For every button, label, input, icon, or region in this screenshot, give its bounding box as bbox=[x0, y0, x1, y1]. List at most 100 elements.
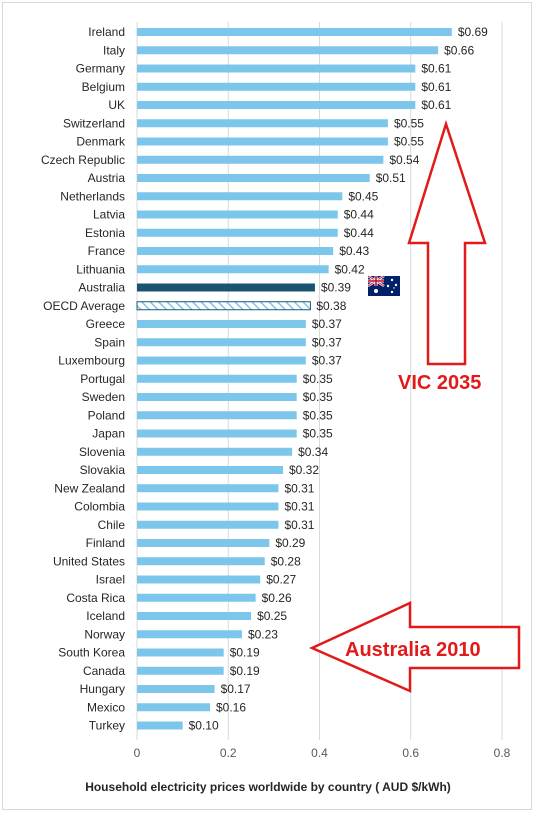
bar bbox=[137, 447, 293, 456]
data-label: $0.25 bbox=[257, 609, 287, 623]
australia-flag-icon bbox=[367, 274, 400, 296]
category-label: Latvia bbox=[93, 208, 125, 222]
bar bbox=[137, 356, 306, 365]
data-label: $0.43 bbox=[339, 244, 369, 258]
bar bbox=[137, 466, 283, 474]
x-tick-label: 0 bbox=[134, 746, 141, 760]
bar bbox=[137, 247, 334, 255]
australia-2010-label: Australia 2010 bbox=[345, 639, 481, 661]
category-label: South Korea bbox=[58, 646, 125, 660]
category-label: Japan bbox=[92, 427, 125, 441]
bar bbox=[137, 265, 329, 274]
bar bbox=[137, 46, 439, 55]
category-label: Portugal bbox=[80, 372, 125, 386]
data-label: $0.31 bbox=[284, 518, 314, 532]
bar bbox=[137, 411, 297, 420]
data-label: $0.35 bbox=[303, 390, 333, 404]
bar bbox=[137, 283, 315, 292]
category-label: Ireland bbox=[88, 25, 125, 39]
data-label: $0.44 bbox=[344, 226, 374, 240]
bar bbox=[137, 575, 261, 584]
data-label: $0.35 bbox=[303, 427, 333, 441]
x-tick-label: 0.2 bbox=[220, 746, 237, 760]
category-label: Iceland bbox=[86, 609, 125, 623]
bar bbox=[137, 101, 416, 109]
data-label: $0.54 bbox=[389, 153, 419, 167]
category-label: Australia bbox=[78, 281, 125, 295]
bar bbox=[137, 557, 265, 566]
bar bbox=[137, 374, 297, 383]
bar bbox=[137, 228, 338, 237]
category-label: Slovenia bbox=[79, 445, 125, 459]
data-label: $0.35 bbox=[303, 408, 333, 422]
bar bbox=[137, 28, 452, 36]
data-label: $0.28 bbox=[271, 554, 301, 568]
data-label: $0.26 bbox=[262, 591, 292, 605]
bar bbox=[137, 520, 279, 529]
data-label: $0.37 bbox=[312, 354, 342, 368]
data-label: $0.37 bbox=[312, 335, 342, 349]
bar bbox=[137, 593, 256, 602]
category-label: Finland bbox=[86, 536, 125, 550]
data-label: $0.16 bbox=[216, 700, 246, 714]
data-label: $0.61 bbox=[421, 80, 451, 94]
x-tick-label: 0.8 bbox=[494, 746, 511, 760]
bar bbox=[137, 721, 183, 730]
category-label: Slovakia bbox=[80, 463, 126, 477]
data-label: $0.32 bbox=[289, 463, 319, 477]
category-label: Italy bbox=[103, 43, 125, 57]
bar bbox=[137, 192, 343, 201]
category-label: France bbox=[88, 244, 126, 258]
data-label: $0.61 bbox=[421, 98, 451, 112]
data-label: $0.55 bbox=[394, 116, 424, 130]
data-label: $0.35 bbox=[303, 372, 333, 386]
category-label: Costa Rica bbox=[66, 591, 125, 605]
data-label: $0.44 bbox=[344, 208, 374, 222]
category-label: Hungary bbox=[80, 682, 125, 696]
data-label: $0.19 bbox=[230, 664, 260, 678]
data-label: $0.31 bbox=[284, 481, 314, 495]
data-label: $0.66 bbox=[444, 43, 474, 57]
bar bbox=[137, 82, 416, 91]
data-label: $0.39 bbox=[321, 281, 351, 295]
data-label: $0.55 bbox=[394, 135, 424, 149]
bar bbox=[137, 648, 224, 657]
data-label: $0.19 bbox=[230, 646, 260, 660]
category-label: OECD Average bbox=[43, 299, 125, 313]
category-label: Chile bbox=[98, 518, 126, 532]
category-label: Poland bbox=[88, 408, 125, 422]
category-label: Canada bbox=[83, 664, 125, 678]
category-label: Switzerland bbox=[63, 116, 125, 130]
category-label: Greece bbox=[86, 317, 126, 331]
bar bbox=[136, 301, 311, 311]
data-label: $0.27 bbox=[266, 573, 296, 587]
category-label: Lithuania bbox=[76, 262, 125, 276]
category-label: Sweden bbox=[82, 390, 125, 404]
category-label: Colombia bbox=[74, 500, 125, 514]
data-label: $0.38 bbox=[316, 299, 346, 313]
bar bbox=[137, 338, 306, 347]
bar bbox=[137, 320, 306, 328]
bar bbox=[137, 210, 338, 219]
data-label: $0.29 bbox=[275, 536, 305, 550]
data-label: $0.17 bbox=[221, 682, 251, 696]
category-label: Czech Republic bbox=[41, 153, 125, 167]
x-tick-label: 0.4 bbox=[311, 746, 328, 760]
x-tick-label: 0.6 bbox=[402, 746, 419, 760]
vic-2035-arrow bbox=[407, 119, 487, 366]
data-label: $0.42 bbox=[335, 262, 365, 276]
category-label: Israel bbox=[96, 573, 125, 587]
bar bbox=[137, 137, 388, 146]
australia-2010-arrow bbox=[308, 601, 521, 693]
category-label: Spain bbox=[94, 335, 125, 349]
bar bbox=[137, 119, 388, 128]
bar bbox=[137, 539, 270, 547]
data-label: $0.51 bbox=[376, 171, 406, 185]
data-label: $0.45 bbox=[348, 189, 378, 203]
category-label: Denmark bbox=[76, 135, 126, 149]
data-label: $0.31 bbox=[284, 500, 314, 514]
category-label: Norway bbox=[84, 627, 125, 641]
bar bbox=[137, 429, 297, 438]
